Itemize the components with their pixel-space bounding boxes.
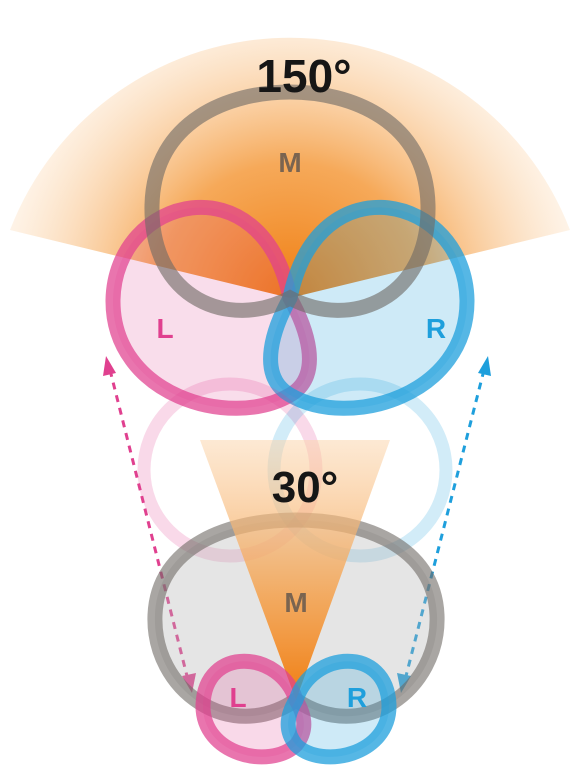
left-rotation-arrow-line bbox=[108, 369, 190, 681]
narrow-mid-label: M bbox=[284, 587, 307, 618]
wide-mid-mic bbox=[144, 84, 436, 318]
wide-right-label: R bbox=[426, 313, 446, 344]
wide-configuration: 150° M L R bbox=[10, 37, 570, 416]
narrow-angle-label: 30° bbox=[272, 463, 339, 512]
wide-left-label: L bbox=[156, 313, 173, 344]
narrow-right-label: R bbox=[347, 682, 367, 713]
narrow-left-label: L bbox=[229, 682, 246, 713]
wide-angle-label: 150° bbox=[256, 50, 351, 102]
left-rotation-arrow bbox=[103, 356, 196, 693]
wide-mid-mic-lobe bbox=[144, 84, 436, 318]
right-rotation-arrow-line bbox=[403, 369, 486, 681]
narrow-left-mic-lobe bbox=[195, 653, 312, 765]
left-rotation-arrowhead-top bbox=[103, 356, 116, 376]
narrow-configuration: 30° M L R bbox=[147, 440, 445, 765]
narrow-right-mic-lobe bbox=[280, 653, 397, 765]
wide-mid-label: M bbox=[278, 147, 301, 178]
right-rotation-arrowhead-top bbox=[478, 356, 491, 376]
narrow-pickup-angle-fan bbox=[200, 440, 390, 700]
